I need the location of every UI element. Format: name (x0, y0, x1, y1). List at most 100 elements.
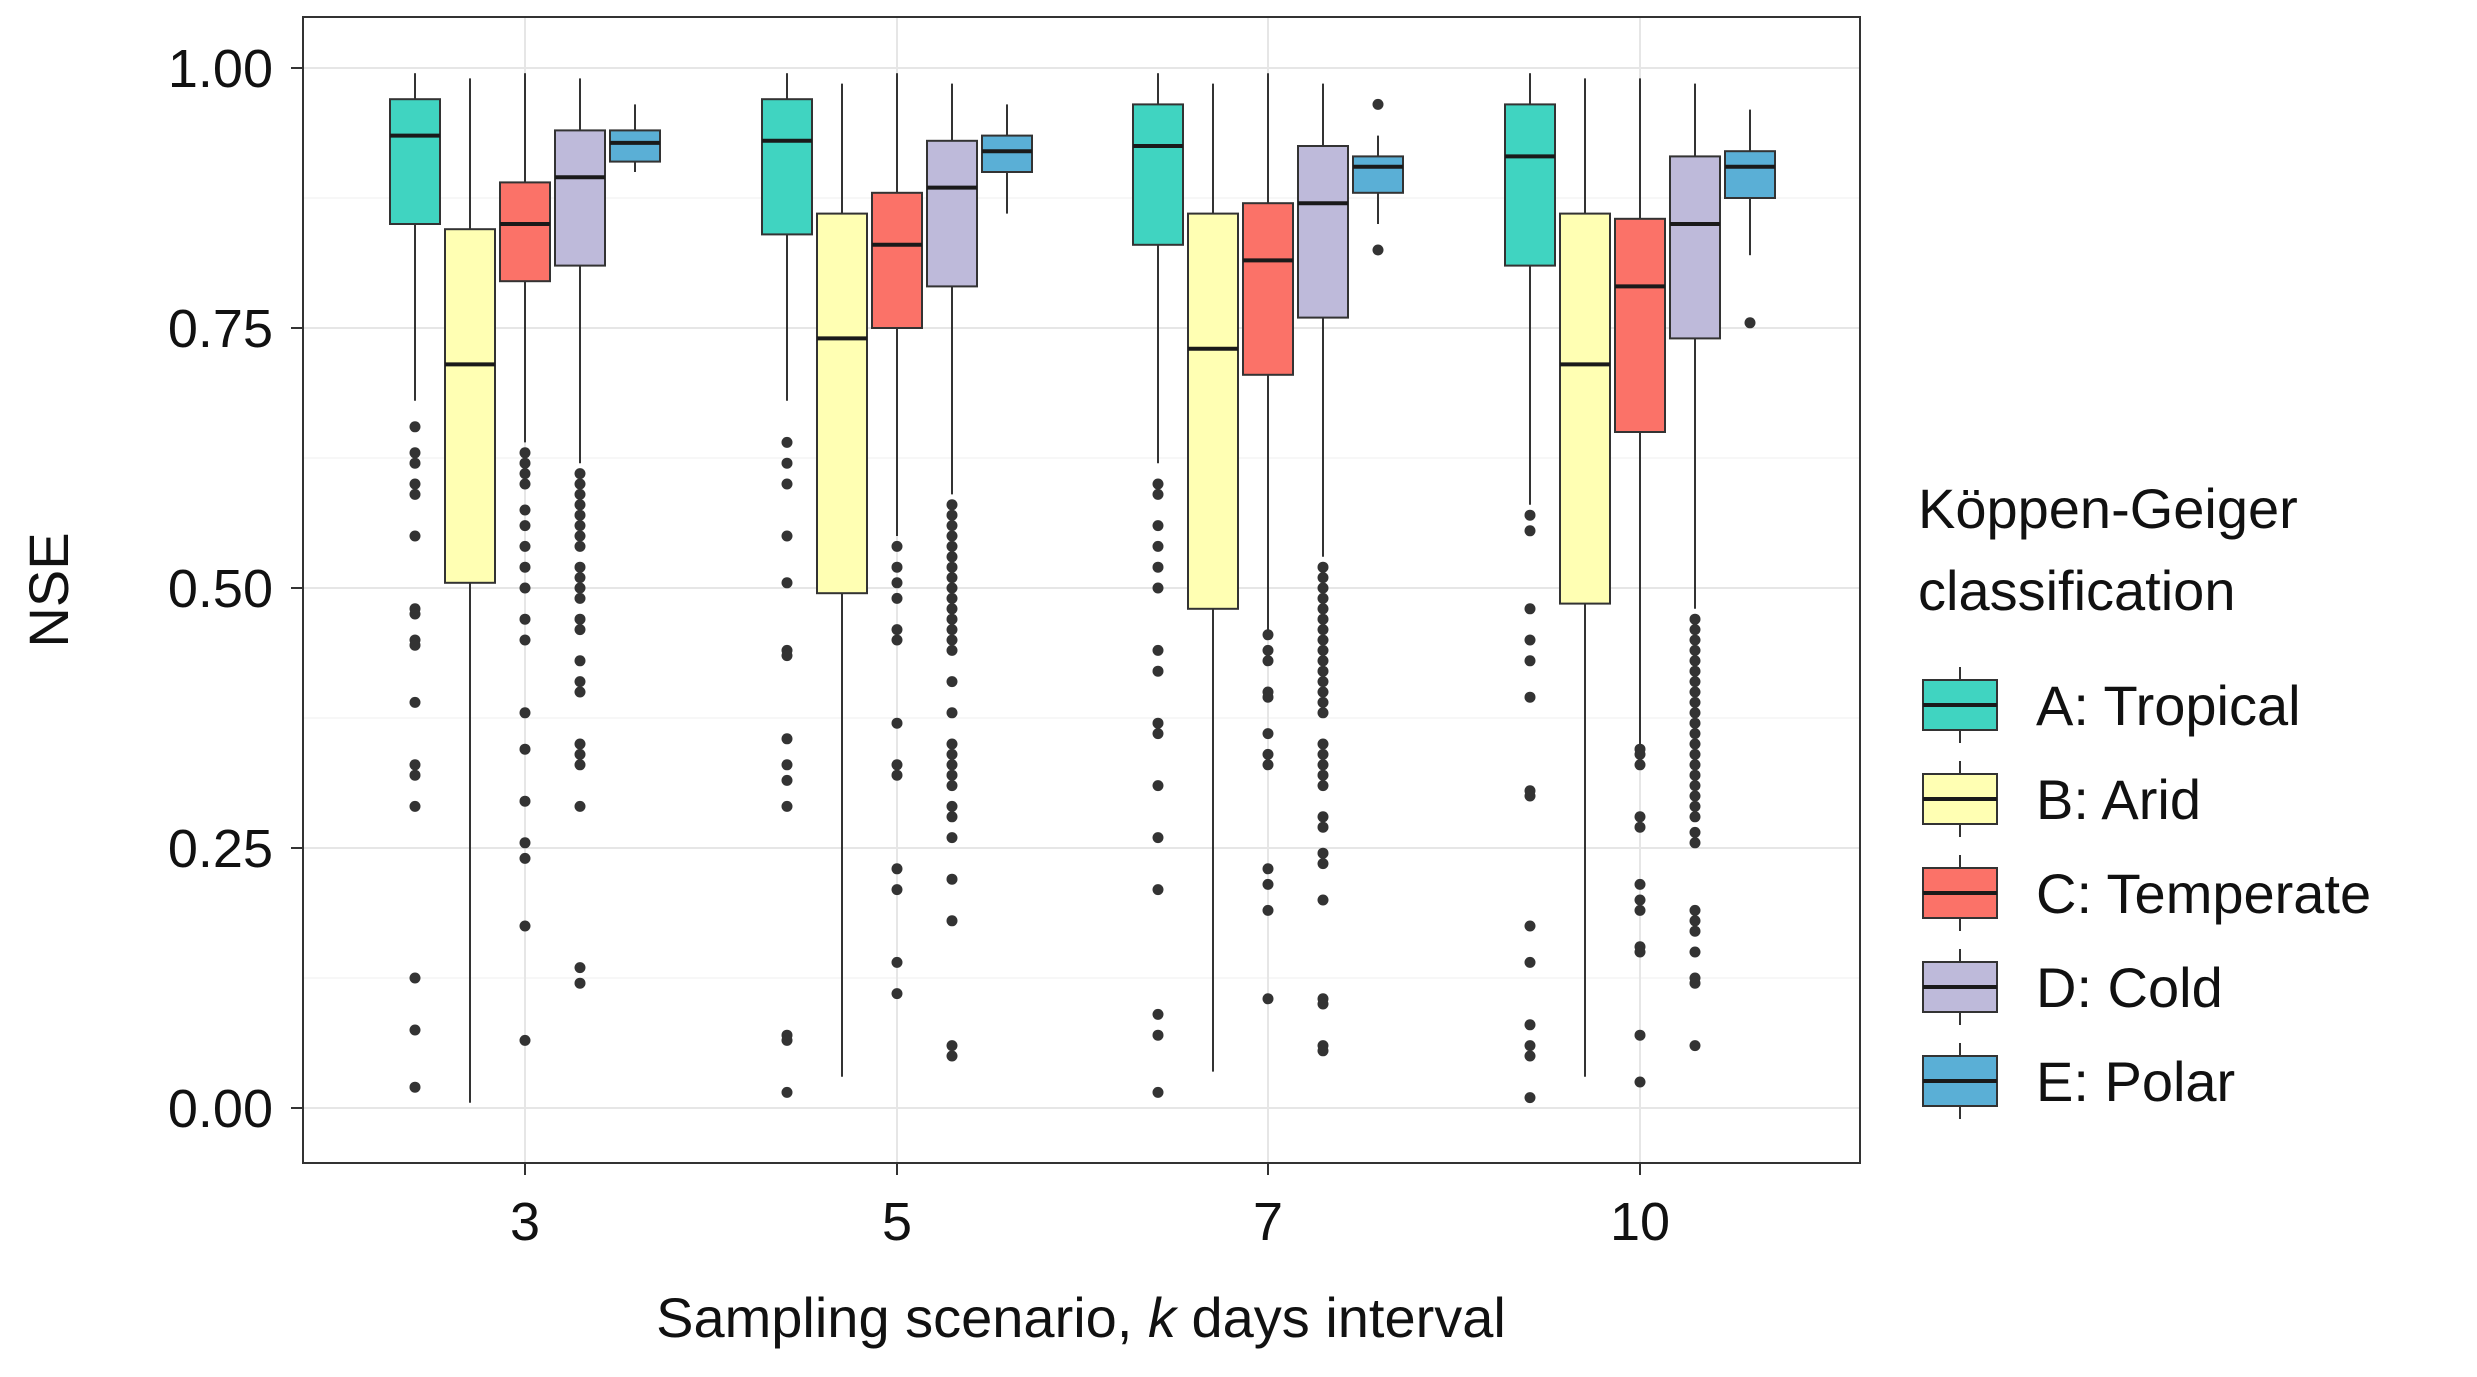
outlier-point (781, 1034, 793, 1046)
outlier-point (574, 561, 586, 573)
outlier-point (1689, 665, 1701, 677)
box-a-7 (1132, 73, 1184, 1098)
legend-title-line1: Köppen-Geiger (1918, 477, 2298, 540)
outlier-point (519, 707, 531, 719)
outlier-point (1317, 707, 1329, 719)
outlier-point (946, 634, 958, 646)
outlier-point (1262, 728, 1274, 740)
outlier-point (1262, 691, 1274, 703)
outlier-point (1317, 572, 1329, 584)
outlier-point (574, 962, 586, 974)
outlier-point (946, 1050, 958, 1062)
outlier-point (1262, 863, 1274, 875)
outlier-point (519, 1034, 531, 1046)
outlier-point (519, 540, 531, 552)
outlier-point (519, 837, 531, 849)
outlier-point (519, 468, 531, 480)
outlier-point (1317, 998, 1329, 1010)
outlier-point (1634, 878, 1646, 890)
outlier-point (1152, 884, 1164, 896)
outlier-point (1152, 832, 1164, 844)
outlier-point (519, 457, 531, 469)
outlier-point (519, 504, 531, 516)
box-iqr (816, 212, 868, 595)
y-tick-label: 0.00 (168, 1079, 273, 1139)
outlier-point (1317, 821, 1329, 833)
x-axis-title: Sampling scenario, k days interval (656, 1286, 1506, 1349)
box-iqr (1187, 212, 1239, 610)
outlier-point (1689, 977, 1701, 989)
outlier-point (574, 520, 586, 532)
outlier-point (1524, 634, 1536, 646)
box-c-5 (871, 73, 923, 1000)
outlier-point (946, 707, 958, 719)
outlier-point (574, 478, 586, 490)
outlier-point (519, 743, 531, 755)
outlier-point (574, 613, 586, 625)
legend-title-line2: classification (1918, 559, 2235, 622)
outlier-point (946, 603, 958, 615)
box-e-5 (981, 104, 1033, 214)
outlier-point (781, 457, 793, 469)
outlier-point (1634, 811, 1646, 823)
outlier-point (409, 972, 421, 984)
outlier-point (409, 478, 421, 490)
box-iqr (609, 129, 661, 163)
box-c-10 (1614, 78, 1666, 1088)
outlier-point (574, 530, 586, 542)
x-axis-title-prefix: Sampling scenario, (656, 1286, 1148, 1349)
outlier-point (781, 478, 793, 490)
outlier-point (1689, 624, 1701, 636)
legend-item-label: B: Arid (2036, 768, 2201, 831)
outlier-point (574, 488, 586, 500)
outlier-point (1152, 478, 1164, 490)
outlier-point (1689, 696, 1701, 708)
outlier-point (519, 447, 531, 459)
outlier-point (1689, 728, 1701, 740)
outlier-point (891, 717, 903, 729)
box-iqr (1242, 202, 1294, 376)
outlier-point (574, 655, 586, 667)
y-tick-label: 0.50 (168, 559, 273, 619)
box-d-10 (1669, 83, 1721, 1052)
box-c-3 (499, 73, 551, 1046)
legend-item-b: B: Arid (1922, 761, 2201, 837)
outlier-point (1317, 1045, 1329, 1057)
box-a-10 (1504, 73, 1556, 1104)
outlier-point (946, 592, 958, 604)
outlier-point (1689, 738, 1701, 750)
outlier-point (409, 800, 421, 812)
outlier-point (1262, 748, 1274, 760)
outlier-point (1262, 655, 1274, 667)
box-iqr (1614, 217, 1666, 433)
outlier-point (409, 447, 421, 459)
box-d-7 (1297, 83, 1349, 1057)
axis-layer: 0.00 0.25 0.50 0.75 1.00 3 5 7 10 (168, 39, 1670, 1252)
outlier-point (1317, 665, 1329, 677)
legend-keys: A: Tropical B: Arid C: Temperate D: Cold E: … (1922, 667, 2371, 1119)
box-iqr (1559, 212, 1611, 605)
outlier-point (1152, 488, 1164, 500)
outlier-point (1689, 707, 1701, 719)
outlier-point (946, 811, 958, 823)
box-b-3 (444, 78, 496, 1103)
box-iqr (871, 191, 923, 329)
y-tick-label: 0.25 (168, 819, 273, 879)
outlier-point (1372, 244, 1384, 256)
outlier-point (946, 561, 958, 573)
outlier-point (1317, 603, 1329, 615)
outlier-point (574, 738, 586, 750)
outlier-point (1262, 759, 1274, 771)
outlier-point (1689, 811, 1701, 823)
outlier-point (781, 800, 793, 812)
x-tick-label: 7 (1253, 1192, 1283, 1252)
legend-item-e: E: Polar (1922, 1043, 2235, 1119)
x-axis-title-k: k (1148, 1286, 1179, 1349)
outlier-point (1689, 748, 1701, 760)
outlier-point (891, 540, 903, 552)
outlier-point (1317, 894, 1329, 906)
outlier-point (519, 634, 531, 646)
legend-item-d: D: Cold (1922, 949, 2223, 1025)
outlier-point (781, 530, 793, 542)
